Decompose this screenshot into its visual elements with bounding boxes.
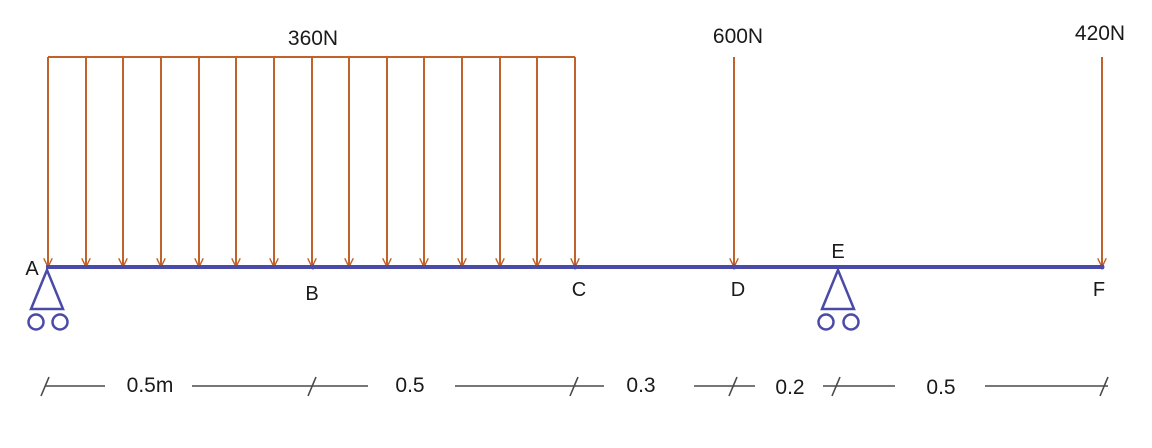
point-f-label: F xyxy=(1093,279,1105,301)
dimension-tick xyxy=(307,376,317,397)
dimension-bc-label: 0.5 xyxy=(395,374,424,397)
dimension-de-label: 0.2 xyxy=(775,376,804,399)
support-e-triangle xyxy=(820,266,856,311)
support-a-roller-left xyxy=(27,313,45,331)
distributed-load-arrows xyxy=(48,57,575,266)
point-load-d-label: 600N xyxy=(713,25,763,48)
point-labels: A B C D E F xyxy=(25,241,1105,305)
point-e-label: E xyxy=(831,241,844,263)
dimension-tick xyxy=(831,376,841,397)
dimension-tick xyxy=(728,376,738,397)
roller-support-a xyxy=(27,266,69,331)
point-c-label: C xyxy=(572,279,586,301)
support-e-roller-left xyxy=(817,313,835,331)
distributed-load-label: 360N xyxy=(288,27,338,50)
support-e-roller-right xyxy=(842,313,860,331)
dimension-tick xyxy=(569,376,579,397)
point-a-label: A xyxy=(25,258,39,280)
dimension-cd-label: 0.3 xyxy=(626,374,655,397)
point-d-label: D xyxy=(731,279,745,301)
point-f-marker xyxy=(1099,264,1105,270)
roller-support-e xyxy=(817,266,860,331)
point-b-marker xyxy=(310,264,316,270)
point-b-label: B xyxy=(305,283,318,305)
support-a-roller-right xyxy=(51,313,69,331)
dimension-ticks xyxy=(40,376,1109,397)
point-load-f-label: 420N xyxy=(1075,22,1125,45)
beam-point-markers xyxy=(310,264,1105,270)
support-a-triangle xyxy=(29,266,65,311)
point-d-marker xyxy=(731,264,737,270)
dimension-ab-label: 0.5m xyxy=(127,374,174,397)
dimension-labels: 0.5m 0.5 0.3 0.2 0.5 xyxy=(127,374,956,399)
dimension-ef-label: 0.5 xyxy=(926,376,955,399)
point-load-f: 420N xyxy=(1075,22,1125,266)
point-load-d: 600N xyxy=(713,25,763,266)
dimension-tick xyxy=(1099,376,1109,397)
distributed-load: 360N xyxy=(48,27,575,266)
point-c-marker xyxy=(572,264,578,270)
dimension-tick xyxy=(40,376,50,397)
